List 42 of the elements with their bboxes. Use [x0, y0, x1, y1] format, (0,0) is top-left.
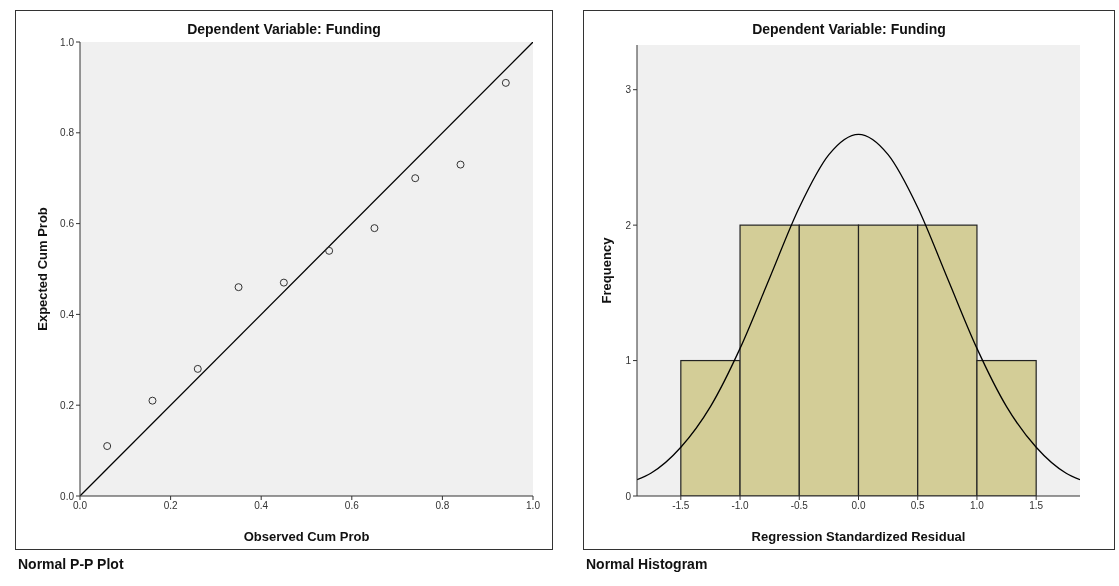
y-axis-title: Expected Cum Prob: [34, 207, 50, 331]
x-tick-label: -1.0: [731, 500, 750, 512]
y-tick-label: 0.8: [60, 127, 75, 139]
y-tick-label: 0.6: [60, 218, 75, 230]
point: [279, 278, 288, 287]
x-axis-title: Observed Cum Prob: [243, 529, 370, 544]
x-tick-label: -0.5: [790, 500, 809, 512]
x-tick-label: 0.8: [435, 500, 450, 512]
chart-title: Dependent Variable: Funding: [751, 21, 947, 37]
y-tick-label: 1.0: [60, 36, 75, 48]
x-tick-label: 0.0: [73, 500, 88, 512]
y-tick-label: 0: [625, 490, 632, 502]
point: [411, 174, 420, 183]
x-tick-label: 0.6: [344, 500, 360, 512]
x-tick-label: 0.2: [163, 500, 178, 512]
y-tick-label: 2: [625, 219, 632, 231]
x-tick-label: 1.5: [1029, 500, 1044, 512]
x-tick-label: 0.4: [254, 500, 269, 512]
x-axis-title: Regression Standardized Residual: [751, 529, 966, 544]
line-series: [637, 133, 1080, 481]
y-tick-label: 1: [625, 355, 632, 367]
x-tick-label: 1.0: [526, 500, 541, 512]
text: Normal P-P Plot: [18, 556, 124, 572]
x-tick-label: -1.5: [672, 500, 690, 512]
chart-title: Dependent Variable: Funding: [186, 21, 382, 37]
text: Normal Histogram: [586, 556, 708, 572]
y-tick-label: 3: [625, 84, 632, 96]
point: [370, 224, 379, 233]
point: [501, 78, 510, 87]
point: [103, 442, 112, 451]
point: [234, 283, 243, 292]
y-tick-label: 0.0: [60, 490, 75, 502]
x-tick-label: 0.5: [910, 500, 926, 512]
x-tick-label: 1.0: [970, 500, 985, 512]
y-tick-label: 0.4: [60, 308, 75, 320]
y-tick-label: 0.2: [60, 399, 75, 411]
point: [148, 396, 157, 405]
y-axis-title: Frequency: [598, 236, 614, 304]
point: [325, 246, 334, 255]
point: [456, 160, 465, 169]
x-tick-label: 0.0: [851, 500, 866, 512]
point: [193, 364, 202, 373]
